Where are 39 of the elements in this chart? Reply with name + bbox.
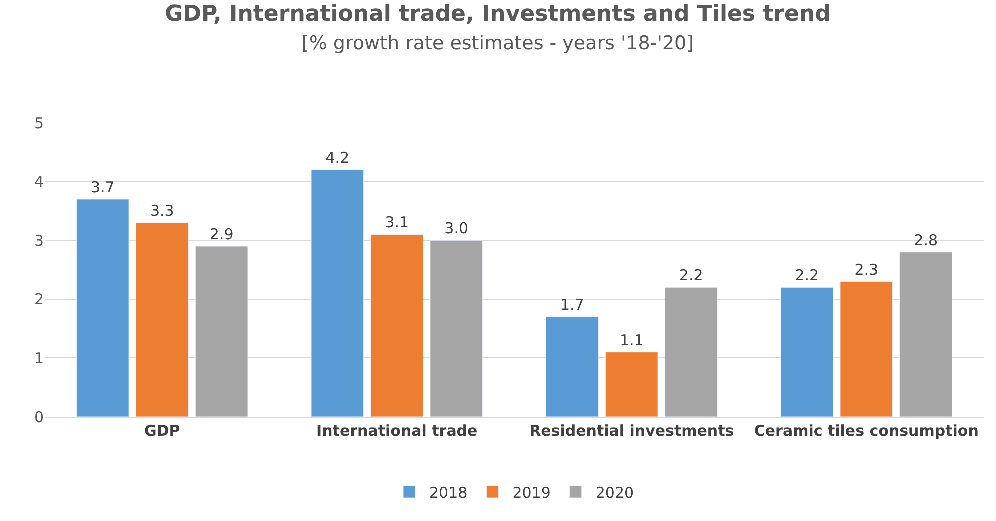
y-tick-label: 4	[34, 173, 44, 192]
y-tick-label: 3	[34, 232, 44, 250]
y-tick-label: 1	[34, 349, 44, 368]
bar	[900, 252, 953, 417]
data-label: 2.8	[914, 231, 938, 250]
bar	[664, 287, 718, 417]
data-label: 4.2	[326, 149, 350, 168]
x-tick-label: Residential investments	[530, 422, 734, 440]
data-label: 2.9	[210, 225, 234, 244]
chart-title: GDP, International trade, Investments and Tiles trend	[165, 2, 831, 27]
legend-label: 2018	[430, 484, 468, 502]
bar	[546, 316, 599, 417]
bar	[780, 287, 834, 417]
data-label: 2.3	[854, 260, 879, 279]
data-label: 1.7	[560, 296, 584, 314]
data-label: 3.1	[385, 214, 410, 232]
bar	[136, 222, 189, 417]
chart-subtitle: [% growth rate estimates - years '18-'20]	[302, 32, 694, 54]
bar	[370, 234, 424, 417]
y-tick-label: 0	[34, 408, 44, 426]
data-label: 2.2	[679, 266, 704, 285]
x-tick-label: GDP	[144, 422, 180, 440]
data-label: 3.3	[150, 202, 174, 220]
bar	[430, 240, 484, 417]
bar	[840, 282, 894, 417]
bar	[605, 352, 658, 417]
data-label: 3.0	[444, 220, 469, 238]
bar	[311, 170, 364, 417]
legend-label: 2020	[596, 484, 634, 502]
bar	[195, 246, 248, 417]
data-label: 2.2	[795, 266, 820, 285]
x-tick-label: International trade	[316, 422, 478, 440]
bar	[76, 199, 130, 417]
y-tick-label: 2	[34, 290, 44, 309]
legend-label: 2019	[512, 484, 551, 502]
y-tick-label: 5	[34, 114, 44, 132]
data-label: 3.7	[90, 178, 115, 196]
x-tick-label: Ceramic tiles consumption	[754, 422, 979, 440]
data-label: 1.1	[620, 331, 644, 350]
